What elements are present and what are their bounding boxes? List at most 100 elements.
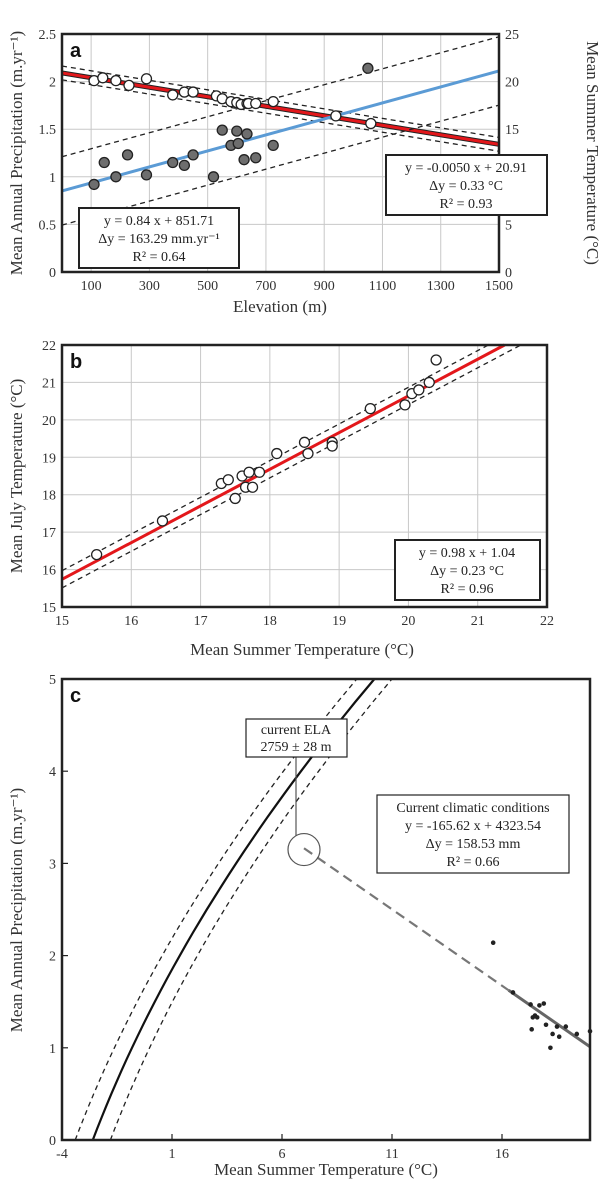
confidence-band-line [61,104,500,226]
x-tick-label: 1 [169,1147,176,1162]
july-temperature-point [156,515,169,527]
panel-a-frame [60,32,501,274]
temperature-point [123,79,135,92]
climate-regression-line [507,989,591,1049]
y-tick-label: 1.5 [39,123,57,138]
panel-a-ticks: 100 300 500 700 900 1100 1300 150000.511.522.50… [39,28,520,294]
y-tick-label: 3 [49,857,56,872]
x-tick-label: 6 [279,1147,286,1162]
station-point [534,1015,540,1020]
station-point [490,940,496,945]
x-tick-label: 700 [255,279,276,294]
equation-line: R² = 0.93 [440,197,493,212]
y-tick-label: 4 [49,765,56,780]
july-temperature-point [413,384,425,396]
temperature-fit-line [61,71,500,146]
y-tick-label: 5 [49,673,56,688]
current-ela-label: current ELA 2759 ± 28 m [245,718,348,758]
panel-b-ylabel: Mean July Temperature (°C) [7,379,26,574]
x-tick-label: 100 [81,279,102,294]
precipitation-point [207,171,220,183]
precipitation-point [88,178,100,191]
climate-label-line: R² = 0.66 [447,855,500,870]
station-point [563,1024,569,1029]
confidence-band-line [61,344,522,589]
station-point [548,1045,553,1051]
panel-b-equation: y = 0.98 x + 1.04 Δy = 0.23 °C R² = 0.96 [394,539,541,601]
y-tick-label: 21 [42,376,56,391]
temperature-point [140,73,153,85]
panel-a-letter: a [70,40,82,62]
panel-c-frame [60,677,592,1142]
panel-a-precipitation-equation: y = 0.84 x + 851.71 Δy = 163.29 mm.yr⁻¹ … [78,207,240,269]
panel-c-xlabel: Mean Summer Temperature (°C) [214,1160,438,1179]
station-point [529,1027,534,1032]
y-tick-label: 20 [42,414,56,429]
panel-c-points [490,940,593,1051]
panel-c-letter: c [70,685,81,707]
july-temperature-point [243,466,255,478]
july-temperature-point [271,447,283,460]
station-point [541,1001,547,1006]
station-point [556,1034,562,1040]
x-tick-label: 500 [197,279,218,294]
panel-c-ylabel: Mean Annual Precipitation (m.yr⁻¹) [7,788,26,1032]
y-tick-label: 1 [49,1042,56,1057]
panel-a-points [88,62,377,191]
station-point [574,1031,580,1037]
y-tick-label: 0.5 [39,218,57,233]
x-tick-label: -4 [56,1147,68,1162]
precipitation-point [140,169,153,181]
y2-tick-label: 0 [505,266,512,281]
july-temperature-point [326,440,338,452]
station-point [528,1002,533,1007]
climate-label-line: y = -165.62 x + 4323.54 [405,819,541,834]
precipitation-point [250,152,262,164]
climate-extrapolation-line [303,847,510,992]
precipitation-point [178,159,191,172]
panel-a: 100 300 500 700 900 1100 1300 150000.511.522.50… [7,28,602,316]
x-tick-label: 19 [332,614,346,629]
y-tick-label: 16 [42,564,56,579]
temperature-point [110,74,122,87]
july-temperature-point [222,474,234,486]
panel-b-xlabel: Mean Summer Temperature (°C) [190,640,414,659]
y-tick-label: 17 [42,526,56,541]
confidence-band-line [61,36,500,158]
y2-tick-label: 25 [505,28,519,43]
y-tick-label: 19 [42,451,56,466]
x-tick-label: 17 [194,614,208,629]
station-point [554,1024,560,1029]
panel-b-points [90,354,442,561]
x-tick-label: 1300 [427,279,455,294]
july-temperature-point [229,492,241,505]
equation-line: y = 0.84 x + 851.71 [104,214,214,229]
temperature-point [187,86,199,98]
x-tick-label: 16 [495,1147,509,1162]
panel-b-frame [60,343,549,609]
y-tick-label: 15 [42,601,56,616]
y-tick-label: 18 [42,489,56,504]
equation-line: Δy = 0.33 °C [429,179,503,194]
station-point [543,1022,549,1028]
x-tick-label: 1100 [369,279,396,294]
y-tick-label: 22 [42,339,56,354]
precipitation-point [167,156,179,169]
ela-label-line: 2759 ± 28 m [260,740,331,755]
temperature-point [250,97,262,110]
precipitation-point [362,62,374,74]
equation-line: y = 0.98 x + 1.04 [419,546,515,561]
panel-a-xlabel: Elevation (m) [233,297,327,316]
panel-a-y2label: Mean Summer Temperature (°C) [583,41,602,265]
july-temperature-point [90,548,103,561]
july-temperature-point [399,399,411,411]
station-point [510,990,516,995]
panel-a-ylabel: Mean Annual Precipitation (m.yr⁻¹) [7,31,26,275]
station-point [537,1003,542,1008]
panel-a-temperature-equation: y = -0.0050 x + 20.91 Δy = 0.33 °C R² = … [385,154,548,216]
climate-label-line: Current climatic conditions [396,801,549,816]
x-tick-label: 900 [314,279,335,294]
x-tick-label: 21 [471,614,485,629]
